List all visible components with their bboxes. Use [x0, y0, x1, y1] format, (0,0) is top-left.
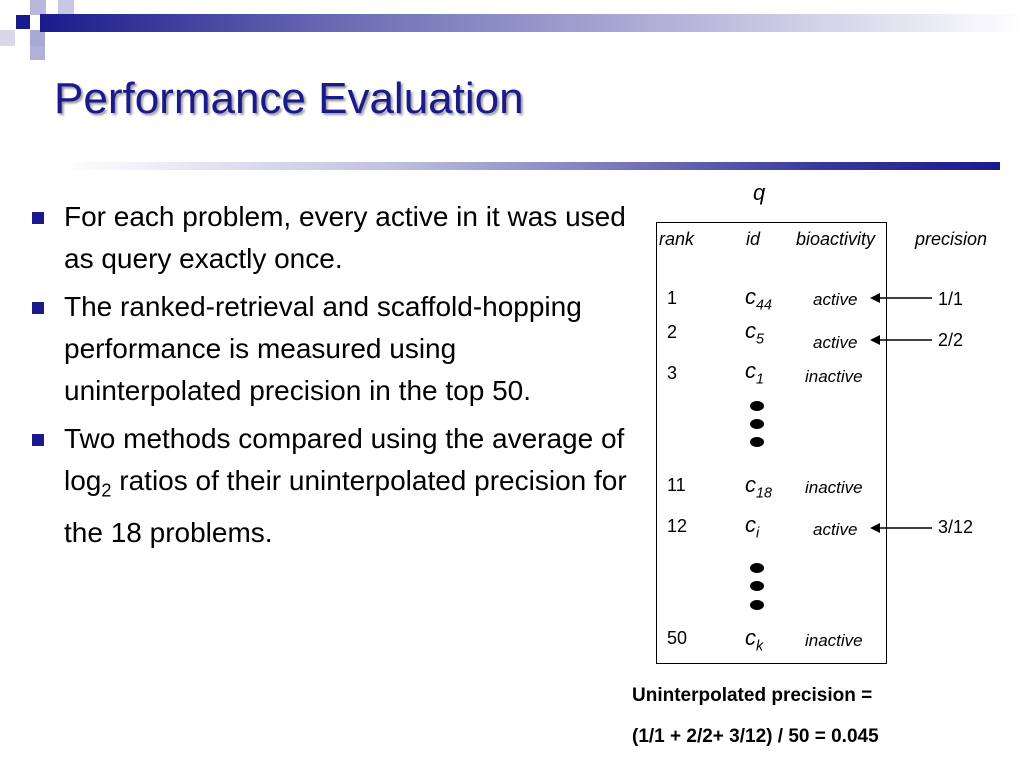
- bullet-text: Two methods compared using the average o…: [64, 423, 627, 548]
- corner-square: [58, 0, 74, 15]
- ranking-table-box: [656, 222, 887, 664]
- square-bullet-icon: [32, 434, 44, 446]
- rank-cell: 11: [667, 475, 686, 495]
- bioactivity-cell: active: [813, 520, 858, 539]
- header-precision: precision: [915, 229, 988, 249]
- bullet-item: For each problem, every active in it was…: [28, 196, 628, 280]
- header-rank: rank: [659, 229, 695, 249]
- square-bullet-icon: [32, 302, 44, 314]
- precision-cell: 2/2: [938, 330, 964, 350]
- bullet-text: For each problem, every active in it was…: [64, 201, 626, 274]
- formula-line-2: (1/1 + 2/2+ 3/12) / 50 = 0.045: [632, 726, 879, 747]
- corner-square: [30, 0, 46, 15]
- id-cell: c1: [745, 358, 764, 388]
- bioactivity-cell: inactive: [805, 478, 863, 497]
- bioactivity-cell: active: [813, 290, 858, 309]
- bullet-subscript: 2: [101, 480, 112, 501]
- id-cell: ci: [745, 512, 760, 542]
- rank-cell: 2: [667, 322, 678, 342]
- precision-arrows: [870, 293, 932, 533]
- arrow-icon: [870, 335, 932, 345]
- id-cell: c44: [745, 284, 772, 314]
- square-bullet-icon: [32, 212, 44, 224]
- bullet-list: For each problem, every active in it was…: [28, 196, 628, 560]
- ellipsis-dot: [750, 437, 764, 447]
- header-id: id: [746, 229, 761, 249]
- corner-square: [30, 46, 45, 60]
- title-underline: [64, 162, 1000, 170]
- ellipsis-dot: [750, 600, 764, 610]
- ellipsis-dot: [750, 581, 764, 591]
- corner-square: [0, 30, 15, 46]
- bioactivity-cell: active: [813, 333, 858, 352]
- corner-square: [16, 15, 30, 29]
- corner-square: [30, 30, 45, 46]
- rank-cell: 1: [667, 288, 678, 308]
- rank-cell: 3: [667, 363, 678, 383]
- arrow-icon: [870, 293, 932, 303]
- id-cell: ck: [745, 625, 764, 655]
- page-title: Performance Evaluation: [54, 74, 524, 123]
- bullet-item: Two methods compared using the average o…: [28, 418, 628, 554]
- precision-cell: 1/1: [938, 289, 964, 309]
- top-gradient-bar: [40, 14, 1024, 32]
- id-cell: c5: [745, 318, 764, 348]
- ellipsis-dot: [750, 563, 764, 573]
- query-label: q: [753, 180, 766, 205]
- ellipsis-dot: [750, 401, 764, 411]
- id-cell: c18: [745, 472, 772, 502]
- header-bioactivity: bioactivity: [796, 229, 876, 249]
- rank-cell: 12: [667, 516, 688, 536]
- precision-cell: 3/12: [938, 517, 974, 537]
- bullet-item: The ranked-retrieval and scaffold-hoppin…: [28, 286, 628, 412]
- bullet-text: The ranked-retrieval and scaffold-hoppin…: [64, 291, 582, 406]
- rank-cell: 50: [667, 628, 688, 648]
- ellipsis-dot: [750, 419, 764, 429]
- bioactivity-cell: inactive: [805, 631, 863, 650]
- arrow-icon: [870, 523, 932, 533]
- formula-line-1: Uninterpolated precision =: [632, 685, 873, 706]
- bioactivity-cell: inactive: [805, 367, 863, 386]
